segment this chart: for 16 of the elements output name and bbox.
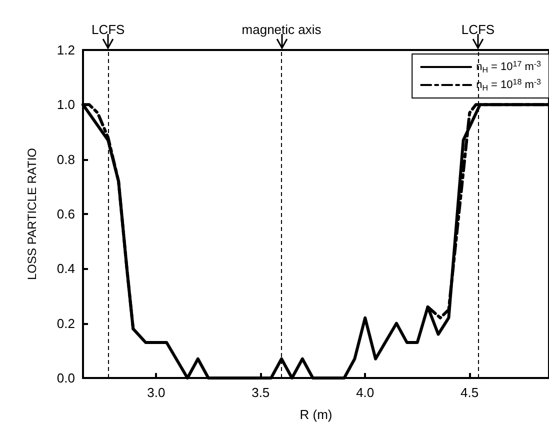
- y-tick-label: 0.2: [56, 316, 75, 331]
- y-axis-title: LOSS PARTICLE RATIO: [25, 148, 39, 280]
- ref-line-label: LCFS: [91, 22, 126, 37]
- x-tick-label: 4.5: [460, 385, 479, 400]
- x-axis-title: R (m): [300, 407, 332, 422]
- x-tick-label: 3.5: [252, 385, 270, 400]
- y-tick-label: 1.2: [56, 42, 75, 58]
- y-tick-label: 0.6: [56, 206, 75, 222]
- y-tick-label: 0.8: [56, 152, 75, 167]
- y-tick-label: 0.0: [56, 370, 75, 386]
- y-tick-label: 1.0: [56, 97, 75, 112]
- x-tick-label: 4.0: [356, 385, 374, 400]
- x-tick-label: 3.0: [147, 385, 166, 400]
- ref-line-label: LCFS: [461, 22, 495, 37]
- ref-line-label: magnetic axis: [242, 22, 322, 37]
- y-tick-label: 0.4: [56, 261, 75, 276]
